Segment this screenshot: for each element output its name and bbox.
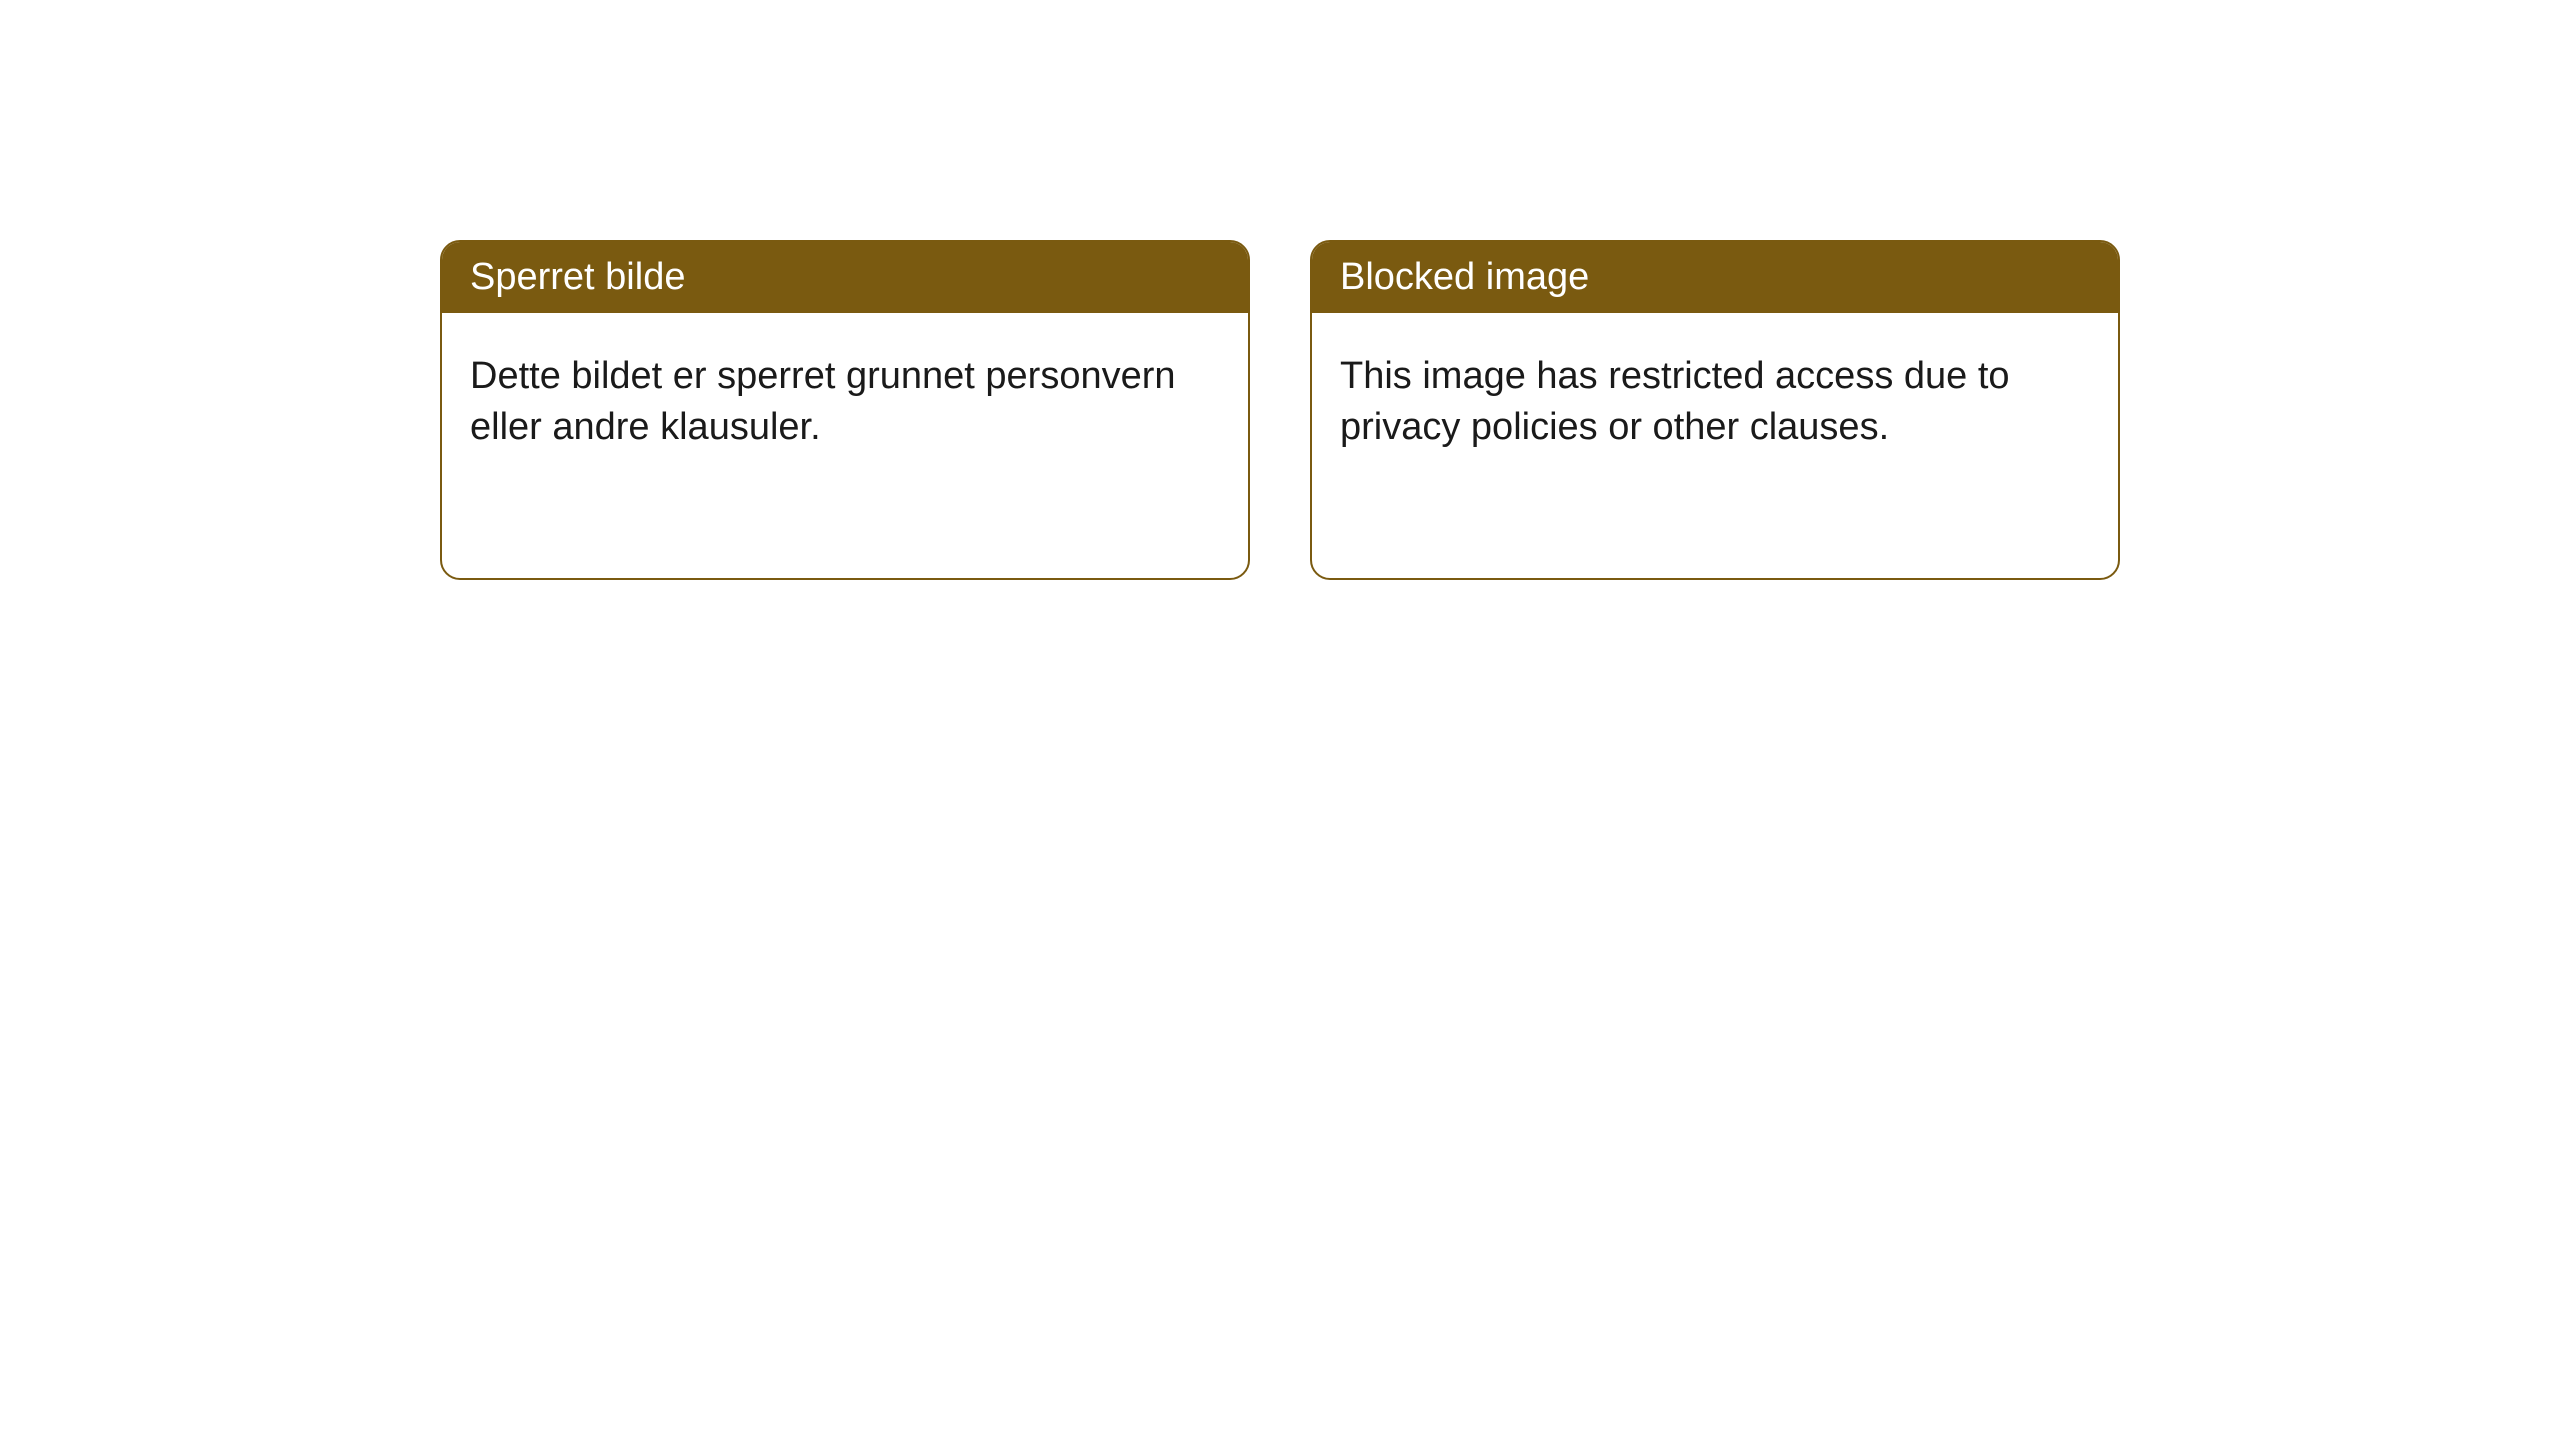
notice-body: Dette bildet er sperret grunnet personve… (442, 313, 1248, 492)
notice-title: Sperret bilde (470, 256, 685, 298)
notice-header: Sperret bilde (442, 242, 1248, 313)
notice-title: Blocked image (1340, 256, 1589, 298)
notice-body-text: This image has restricted access due to … (1340, 355, 2010, 448)
notice-card-english: Blocked image This image has restricted … (1310, 240, 2120, 580)
notice-body: This image has restricted access due to … (1312, 313, 2118, 492)
notice-card-norwegian: Sperret bilde Dette bildet er sperret gr… (440, 240, 1250, 580)
notice-container: Sperret bilde Dette bildet er sperret gr… (440, 240, 2120, 580)
notice-body-text: Dette bildet er sperret grunnet personve… (470, 355, 1176, 448)
notice-header: Blocked image (1312, 242, 2118, 313)
